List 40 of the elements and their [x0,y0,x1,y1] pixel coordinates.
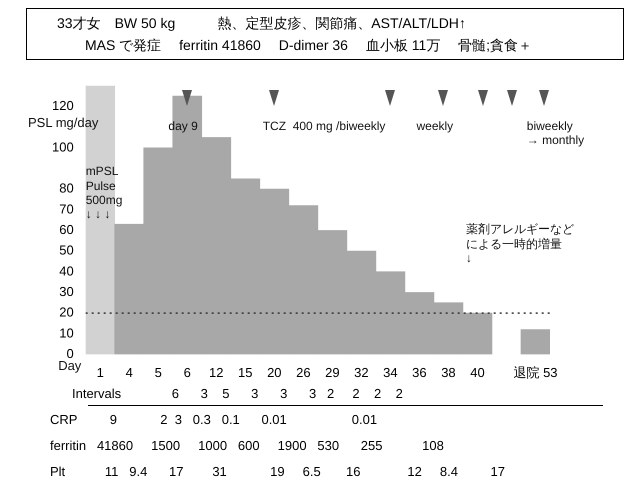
x-tick-label: 29 [325,364,340,380]
bar [520,329,550,354]
x-tick-label: 1 [96,364,104,380]
x-axis-title: Day [58,358,82,374]
y-tick-label: 120 [52,98,74,114]
annotation: 薬剤アレルギーなどによる一時的増量 ↓ [466,222,575,266]
text: CRP 9 2 3 0.3 0.1 0.01 0.01 [50,412,378,427]
x-tick-label: 15 [238,364,253,380]
annotation: weekly [416,118,454,134]
x-tick-label: 12 [209,364,224,380]
x-tick-label: 5 [154,364,162,380]
annotation: biweekly → monthly [526,118,586,148]
x-tick-label: 6 [184,364,191,380]
y-tick-label: 20 [59,304,74,320]
x-tick-label: 20 [267,364,282,380]
text: Intervals 6 3 5 3 3 3 2 2 2 2 [72,386,403,401]
y-tick-label: 40 [59,263,74,278]
x-tick-label: 36 [412,364,427,380]
annotation: TCZ 400 mg /biweekly [262,118,386,134]
chart-subtitle: MAS で発症 ferritin 41860 D-dimer 36 血小板 11万 骨髄;貪食＋ [85,37,532,55]
y-tick-label: 50 [59,242,74,258]
x-tick-label: 40 [470,364,485,380]
x-tick-label: 退院 53 [513,364,558,380]
y-tick-label: 30 [59,284,74,299]
x-tick-label: 38 [441,364,456,380]
chart-title: 33才女 BW 50 kg 熱、定型皮疹、関節痛、AST/ALT/LDH↑ [57,15,466,33]
y-tick-label: 10 [59,325,74,340]
annotation: mPSL Pulse 500mg ↓ ↓ ↓ [86,164,124,222]
y-tick-label: 0 [66,346,74,361]
y-axis-title: PSL mg/day [28,114,98,131]
y-tick-label: 100 [52,139,74,154]
text: Plt 11 9.4 17 31 19 6.5 16 12 8.4 17 [50,464,505,479]
text: ferritin 41860 1500 1000 600 1900 530 255 108 [50,438,444,453]
x-tick-label: 34 [383,364,398,380]
x-tick-label: 4 [126,364,133,380]
x-tick-label: 32 [354,364,369,380]
y-tick-label: 60 [59,222,74,238]
y-tick-label: 70 [59,201,74,216]
x-tick-label: 26 [296,364,311,380]
y-tick-label: 80 [59,180,74,196]
